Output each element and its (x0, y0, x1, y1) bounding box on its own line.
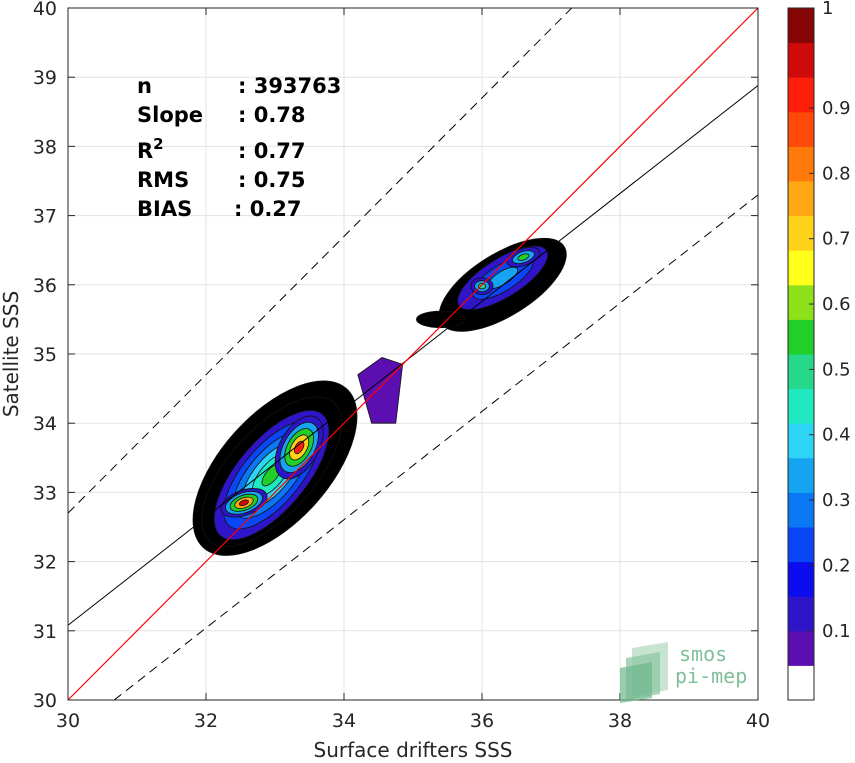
y-tick-label: 38 (33, 136, 57, 158)
x-tick-label: 32 (194, 710, 218, 732)
density-contour-band (477, 283, 487, 290)
colorbar-swatch (788, 561, 814, 597)
stat-n-value: : 393763 (238, 74, 341, 98)
colorbar-swatch (788, 630, 814, 666)
stat-slope-value: : 0.78 (238, 103, 306, 127)
y-tick-label: 33 (33, 482, 57, 504)
y-tick-label: 39 (33, 67, 57, 89)
colorbar-swatch (788, 8, 814, 44)
colorbar-tick-label: 0.8 (822, 163, 851, 184)
colorbar-swatch (788, 492, 814, 528)
density-contour-band (517, 253, 530, 261)
colorbar-swatch (788, 388, 814, 424)
x-tick-label: 38 (608, 710, 632, 732)
colorbar-swatch (788, 319, 814, 355)
stat-rms-label: RMS (137, 168, 189, 192)
stat-bias-label: BIAS (137, 197, 192, 221)
colorbar-swatch (788, 596, 814, 632)
colorbar-swatch (788, 354, 814, 390)
stat-bias-value: : 0.27 (234, 197, 302, 221)
colorbar-tick-label: 0.5 (822, 359, 851, 380)
colorbar-swatch (788, 284, 814, 320)
density-contour-band (238, 499, 249, 507)
x-tick-label: 30 (56, 710, 80, 732)
y-tick-label: 34 (33, 413, 57, 435)
colorbar-swatch (788, 215, 814, 251)
logo-icon (620, 642, 668, 703)
x-tick-label: 34 (332, 710, 356, 732)
colorbar-swatch (788, 77, 814, 113)
colorbar-tick-label: 0.1 (822, 621, 851, 642)
axis-ticks: 30 32 34 36 38 40 30 31 32 33 34 35 36 37 38 39 40 (33, 0, 770, 732)
colorbar-tick-label: 0.4 (822, 425, 851, 446)
colorbar-tick-label: 0.3 (822, 490, 851, 511)
stat-r2-label: R2 (137, 135, 164, 163)
stat-n-label: n (137, 74, 152, 98)
colorbar-tick-label: 1 (822, 0, 833, 19)
colorbar-swatch (788, 527, 814, 563)
colorbar (788, 8, 814, 701)
y-tick-label: 31 (33, 621, 57, 643)
stat-slope-label: Slope (137, 103, 203, 127)
colorbar-swatch (788, 181, 814, 217)
colorbar-tick-label: 0.7 (822, 229, 851, 250)
y-tick-label: 37 (33, 206, 57, 228)
stats-box: n : 393763 Slope : 0.78 R2 : 0.77 RMS : … (137, 74, 341, 221)
colorbar-tick-label: 0.6 (822, 294, 851, 315)
colorbar-swatch (788, 42, 814, 78)
colorbar-ticks: 0.1 0.2 0.3 0.4 0.5 0.6 0.7 0.8 0.9 1 (809, 0, 851, 642)
lower-bound-line (113, 194, 759, 701)
x-tick-label: 36 (470, 710, 494, 732)
colorbar-swatch (788, 146, 814, 182)
grid-lines (68, 8, 758, 700)
smos-pimep-logo: smos pi-mep (620, 642, 747, 703)
y-tick-label: 32 (33, 552, 57, 574)
reference-lines (67, 7, 759, 701)
stat-r2-value: : 0.77 (238, 139, 306, 163)
density-contours (192, 237, 567, 556)
density-contour-band (357, 357, 404, 424)
x-axis-label: Surface drifters SSS (314, 738, 513, 762)
y-tick-label: 30 (33, 690, 57, 712)
y-axis-label: Satellite SSS (0, 291, 23, 417)
colorbar-swatch (788, 111, 814, 147)
y-tick-label: 40 (33, 0, 57, 20)
colorbar-swatch (788, 457, 814, 493)
colorbar-swatch (788, 250, 814, 286)
colorbar-tick-label: 0.9 (822, 98, 851, 119)
colorbar-swatch (788, 423, 814, 459)
colorbar-tick-label: 0.2 (822, 555, 851, 576)
stat-rms-value: : 0.75 (238, 168, 306, 192)
y-tick-label: 35 (33, 344, 57, 366)
y-tick-label: 36 (33, 275, 57, 297)
x-tick-label: 40 (746, 710, 770, 732)
logo-text-line1: smos (679, 642, 727, 666)
logo-text-line2: pi-mep (675, 664, 747, 688)
colorbar-frame (787, 7, 815, 701)
fit-line (67, 85, 759, 626)
colorbar-swatch (788, 665, 814, 701)
identity-line (67, 7, 759, 701)
density-contour-band (416, 310, 466, 329)
